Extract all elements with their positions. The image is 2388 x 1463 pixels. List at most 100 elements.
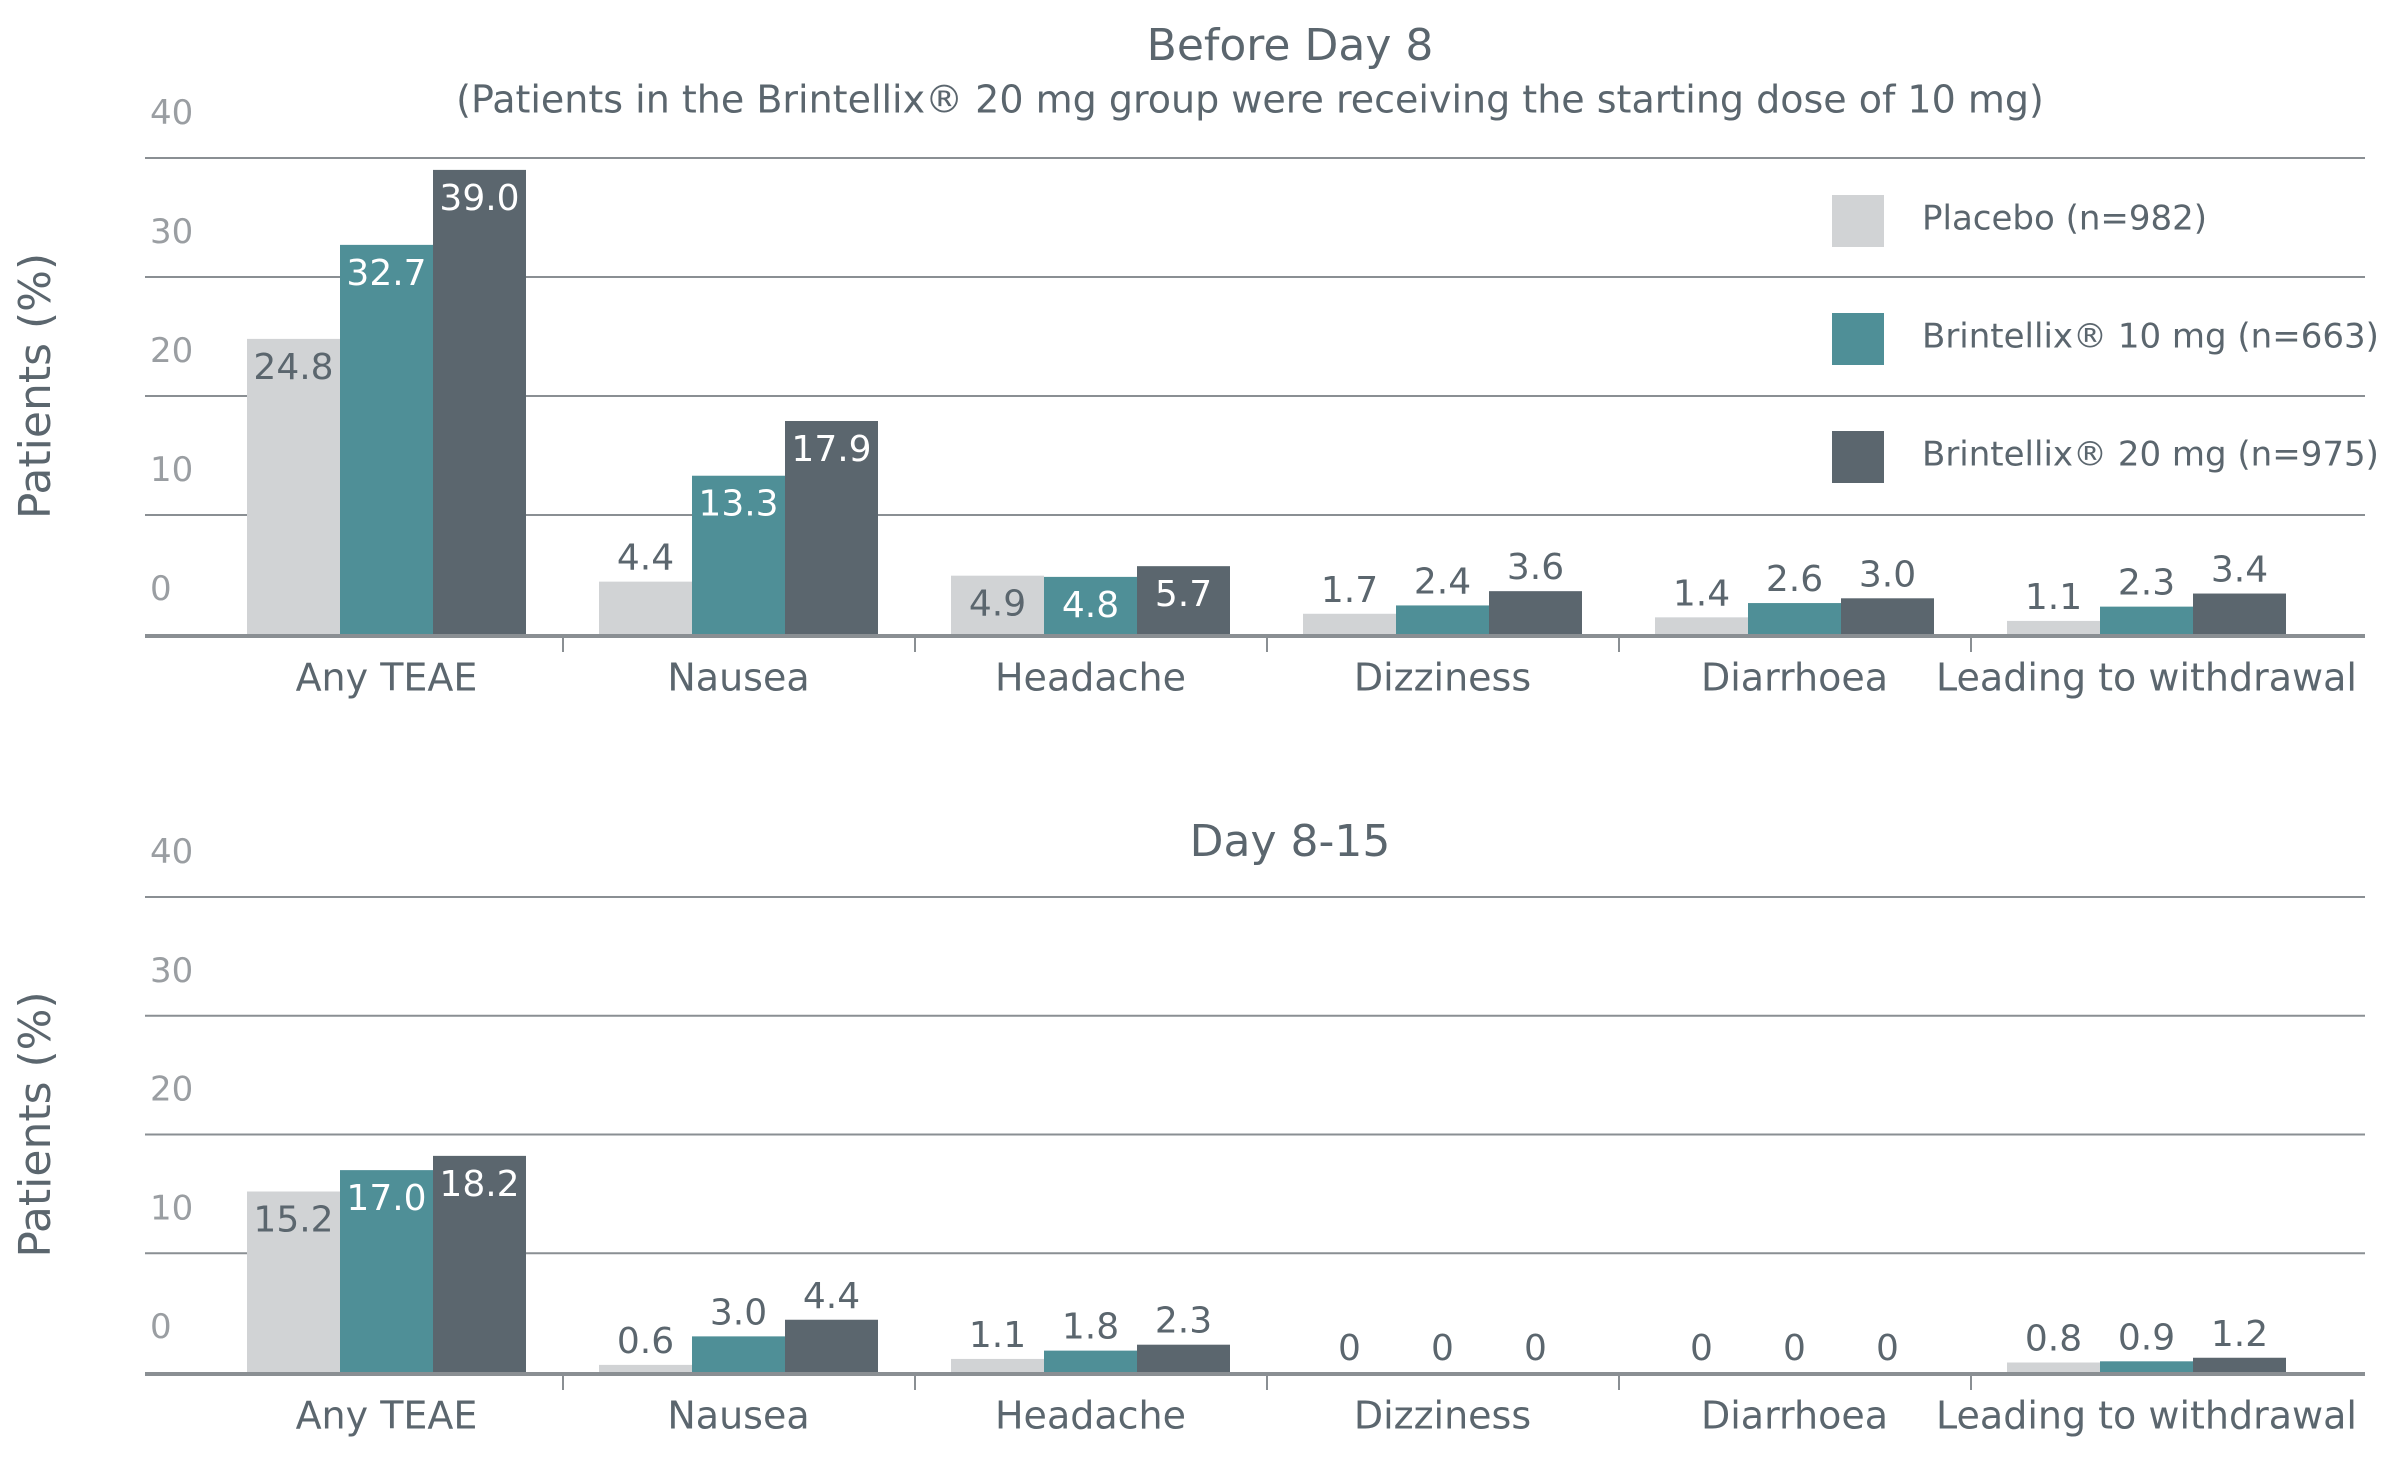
chart-subtitle: (Patients in the Brintellix® 20 mg group…: [456, 78, 2044, 122]
bar-brintellix-10mg: [692, 1336, 785, 1372]
legend-label-brintellix-20mg: Brintellix® 20 mg (n=975): [1922, 435, 2379, 475]
y-tick-label-30: 30: [150, 212, 193, 252]
bar-brintellix-10mg: [2100, 606, 2193, 634]
data-label-brintellix-10mg: 1.8: [1062, 1307, 1119, 1348]
data-label-brintellix-10mg: 2.4: [1414, 561, 1471, 602]
y-tick-label-0: 0: [150, 569, 172, 609]
data-label-brintellix-20mg: 17.9: [791, 429, 871, 470]
data-label-brintellix-10mg: 17.0: [346, 1178, 426, 1219]
bar-brintellix-20mg: [1841, 598, 1934, 634]
data-label-brintellix-10mg: 0: [1431, 1328, 1454, 1369]
data-label-brintellix-20mg: 3.4: [2211, 550, 2268, 591]
data-label-brintellix-20mg: 5.7: [1155, 574, 1212, 615]
bar-placebo: [599, 581, 692, 634]
category-label: Leading to withdrawal: [1936, 656, 2357, 700]
data-label-brintellix-20mg: 39.0: [439, 178, 519, 219]
bar-brintellix-20mg: [785, 1319, 878, 1372]
category-label: Dizziness: [1354, 1394, 1531, 1438]
data-label-placebo: 24.8: [253, 347, 333, 388]
y-axis-label: Patients (%): [10, 253, 61, 519]
bar-placebo: [599, 1364, 692, 1372]
category-label: Nausea: [667, 1394, 809, 1438]
bar-brintellix-20mg: [2193, 1357, 2286, 1372]
y-tick-label-40: 40: [150, 93, 193, 133]
data-label-brintellix-20mg: 0: [1876, 1328, 1899, 1369]
data-label-brintellix-20mg: 3.6: [1507, 547, 1564, 588]
category-label: Nausea: [667, 656, 809, 700]
data-label-brintellix-10mg: 2.6: [1766, 559, 1823, 600]
bar-brintellix-20mg: [1489, 591, 1582, 634]
bar-placebo: [2007, 1362, 2100, 1372]
legend-swatch-placebo: [1832, 195, 1884, 247]
y-tick-label-10: 10: [150, 1188, 193, 1228]
bar-brintellix-10mg: [340, 1170, 433, 1372]
y-axis-label: Patients (%): [10, 991, 61, 1257]
bar-brintellix-20mg: [433, 1155, 526, 1372]
data-label-brintellix-10mg: 32.7: [346, 253, 426, 294]
bar-brintellix-10mg: [2100, 1361, 2193, 1372]
y-tick-label-20: 20: [150, 331, 193, 371]
data-label-placebo: 1.7: [1321, 570, 1378, 611]
bar-placebo: [951, 575, 1044, 634]
data-label-brintellix-10mg: 4.8: [1062, 585, 1119, 626]
data-label-placebo: 1.1: [2025, 577, 2082, 618]
bar-placebo: [951, 1358, 1044, 1372]
category-label: Any TEAE: [296, 1394, 478, 1438]
data-label-placebo: 0: [1690, 1328, 1713, 1369]
data-label-brintellix-20mg: 3.0: [1859, 554, 1916, 595]
bar-brintellix-10mg: [692, 475, 785, 634]
category-label: Diarrhoea: [1701, 1394, 1888, 1438]
data-label-placebo: 0.6: [617, 1321, 674, 1362]
data-label-placebo: 1.4: [1673, 573, 1730, 614]
bar-brintellix-20mg: [1137, 566, 1230, 634]
bar-brintellix-20mg: [2193, 593, 2286, 634]
data-label-placebo: 0: [1338, 1328, 1361, 1369]
legend-label-placebo: Placebo (n=982): [1922, 199, 2207, 239]
data-label-brintellix-10mg: 3.0: [710, 1292, 767, 1333]
category-label: Headache: [995, 1394, 1186, 1438]
data-label-brintellix-20mg: 18.2: [439, 1164, 519, 1205]
data-label-brintellix-10mg: 0.9: [2118, 1317, 2175, 1358]
bar-brintellix-10mg: [1396, 605, 1489, 634]
bar-brintellix-10mg: [1044, 1350, 1137, 1372]
data-label-placebo: 4.4: [617, 538, 674, 579]
data-label-placebo: 4.9: [969, 584, 1026, 625]
bar-brintellix-20mg: [433, 169, 526, 634]
data-label-brintellix-10mg: 0: [1783, 1328, 1806, 1369]
data-label-placebo: 1.1: [969, 1315, 1026, 1356]
data-label-placebo: 15.2: [253, 1200, 333, 1241]
data-label-brintellix-10mg: 13.3: [698, 484, 778, 525]
bar-brintellix-20mg: [1137, 1344, 1230, 1372]
category-label: Any TEAE: [296, 656, 478, 700]
y-tick-label-20: 20: [150, 1070, 193, 1110]
legend-swatch-brintellix-20mg: [1832, 431, 1884, 483]
category-label: Dizziness: [1354, 656, 1531, 700]
category-label: Headache: [995, 656, 1186, 700]
data-label-placebo: 0.8: [2025, 1319, 2082, 1360]
data-label-brintellix-20mg: 4.4: [803, 1276, 860, 1317]
bar-placebo: [247, 1191, 340, 1372]
legend-label-brintellix-10mg: Brintellix® 10 mg (n=663): [1922, 317, 2379, 357]
y-tick-label-40: 40: [150, 832, 193, 872]
y-tick-label-10: 10: [150, 450, 193, 490]
bar-brintellix-20mg: [785, 420, 878, 634]
y-tick-label-30: 30: [150, 951, 193, 991]
bar-brintellix-10mg: [1044, 576, 1137, 634]
category-label: Leading to withdrawal: [1936, 1394, 2357, 1438]
data-label-brintellix-20mg: 1.2: [2211, 1314, 2268, 1355]
data-label-brintellix-20mg: 2.3: [1155, 1301, 1212, 1342]
bar-placebo: [2007, 620, 2100, 634]
chart-title: Before Day 8: [1147, 20, 1434, 71]
bar-placebo: [1303, 613, 1396, 634]
bar-brintellix-10mg: [1748, 603, 1841, 634]
legend-swatch-brintellix-10mg: [1832, 313, 1884, 365]
data-label-brintellix-10mg: 2.3: [2118, 563, 2175, 604]
bar-placebo: [247, 338, 340, 634]
category-label: Diarrhoea: [1701, 656, 1888, 700]
chart-title: Day 8-15: [1190, 816, 1391, 867]
bar-brintellix-10mg: [340, 244, 433, 634]
data-label-brintellix-20mg: 0: [1524, 1328, 1547, 1369]
y-tick-label-0: 0: [150, 1307, 172, 1347]
